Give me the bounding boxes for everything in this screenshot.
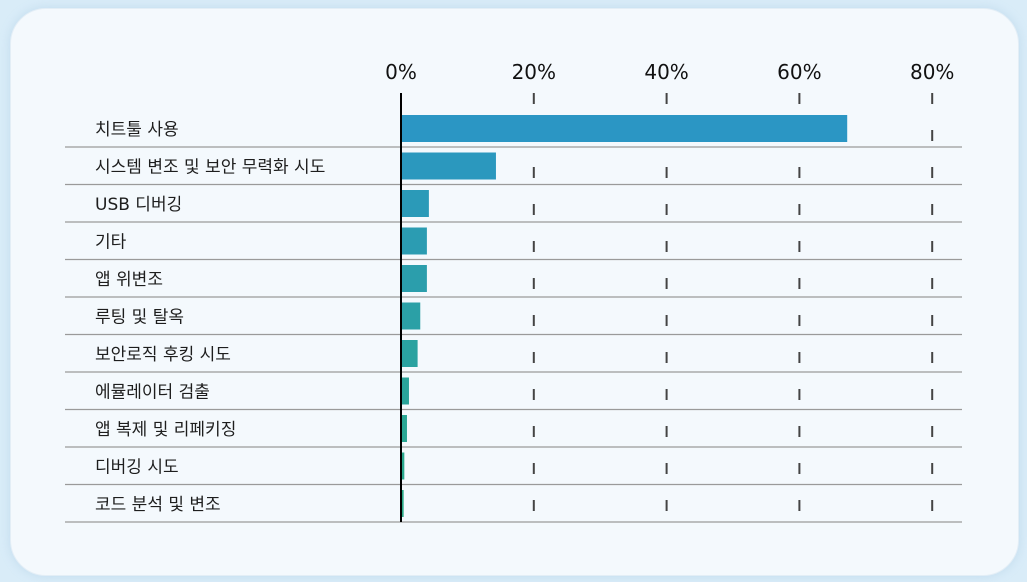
category-label: 기타: [95, 232, 127, 252]
row-separators: [65, 146, 962, 523]
bar-0: [401, 115, 848, 142]
bar-layer: [401, 115, 848, 517]
category-label: 코드 분석 및 변조: [95, 495, 221, 515]
category-label: 시스템 변조 및 보안 무력화 시도: [95, 157, 325, 177]
grid-layer: [532, 93, 934, 523]
bar-6: [401, 340, 418, 367]
category-label: 에뮬레이터 검출: [95, 382, 210, 402]
chart-card: [10, 8, 1019, 576]
bar-10: [401, 490, 404, 517]
x-tick-label: 20%: [512, 60, 556, 84]
category-label: 루팅 및 탈옥: [95, 307, 184, 327]
category-label: 앱 위변조: [95, 270, 163, 290]
bar-8: [401, 415, 407, 442]
x-tick-label: 40%: [644, 60, 688, 84]
bar-9: [401, 452, 405, 480]
x-tick-label: 60%: [777, 60, 821, 84]
bar-1: [401, 152, 496, 180]
bar-2: [401, 190, 429, 217]
category-label: 앱 복제 및 리페키징: [95, 420, 236, 440]
bar-4: [401, 265, 427, 292]
tick-labels: 0% 20% 40% 60% 80%: [385, 60, 954, 84]
x-tick-label: 0%: [385, 60, 417, 84]
bar-3: [401, 227, 427, 255]
category-label: USB 디버깅: [95, 195, 182, 215]
x-tick-label: 80%: [910, 60, 954, 84]
category-label: 치트툴 사용: [95, 120, 179, 140]
category-label: 디버깅 시도: [95, 457, 179, 477]
bar-7: [401, 377, 409, 405]
bar-5: [401, 302, 421, 330]
category-label: 보안로직 후킹 시도: [95, 345, 231, 365]
